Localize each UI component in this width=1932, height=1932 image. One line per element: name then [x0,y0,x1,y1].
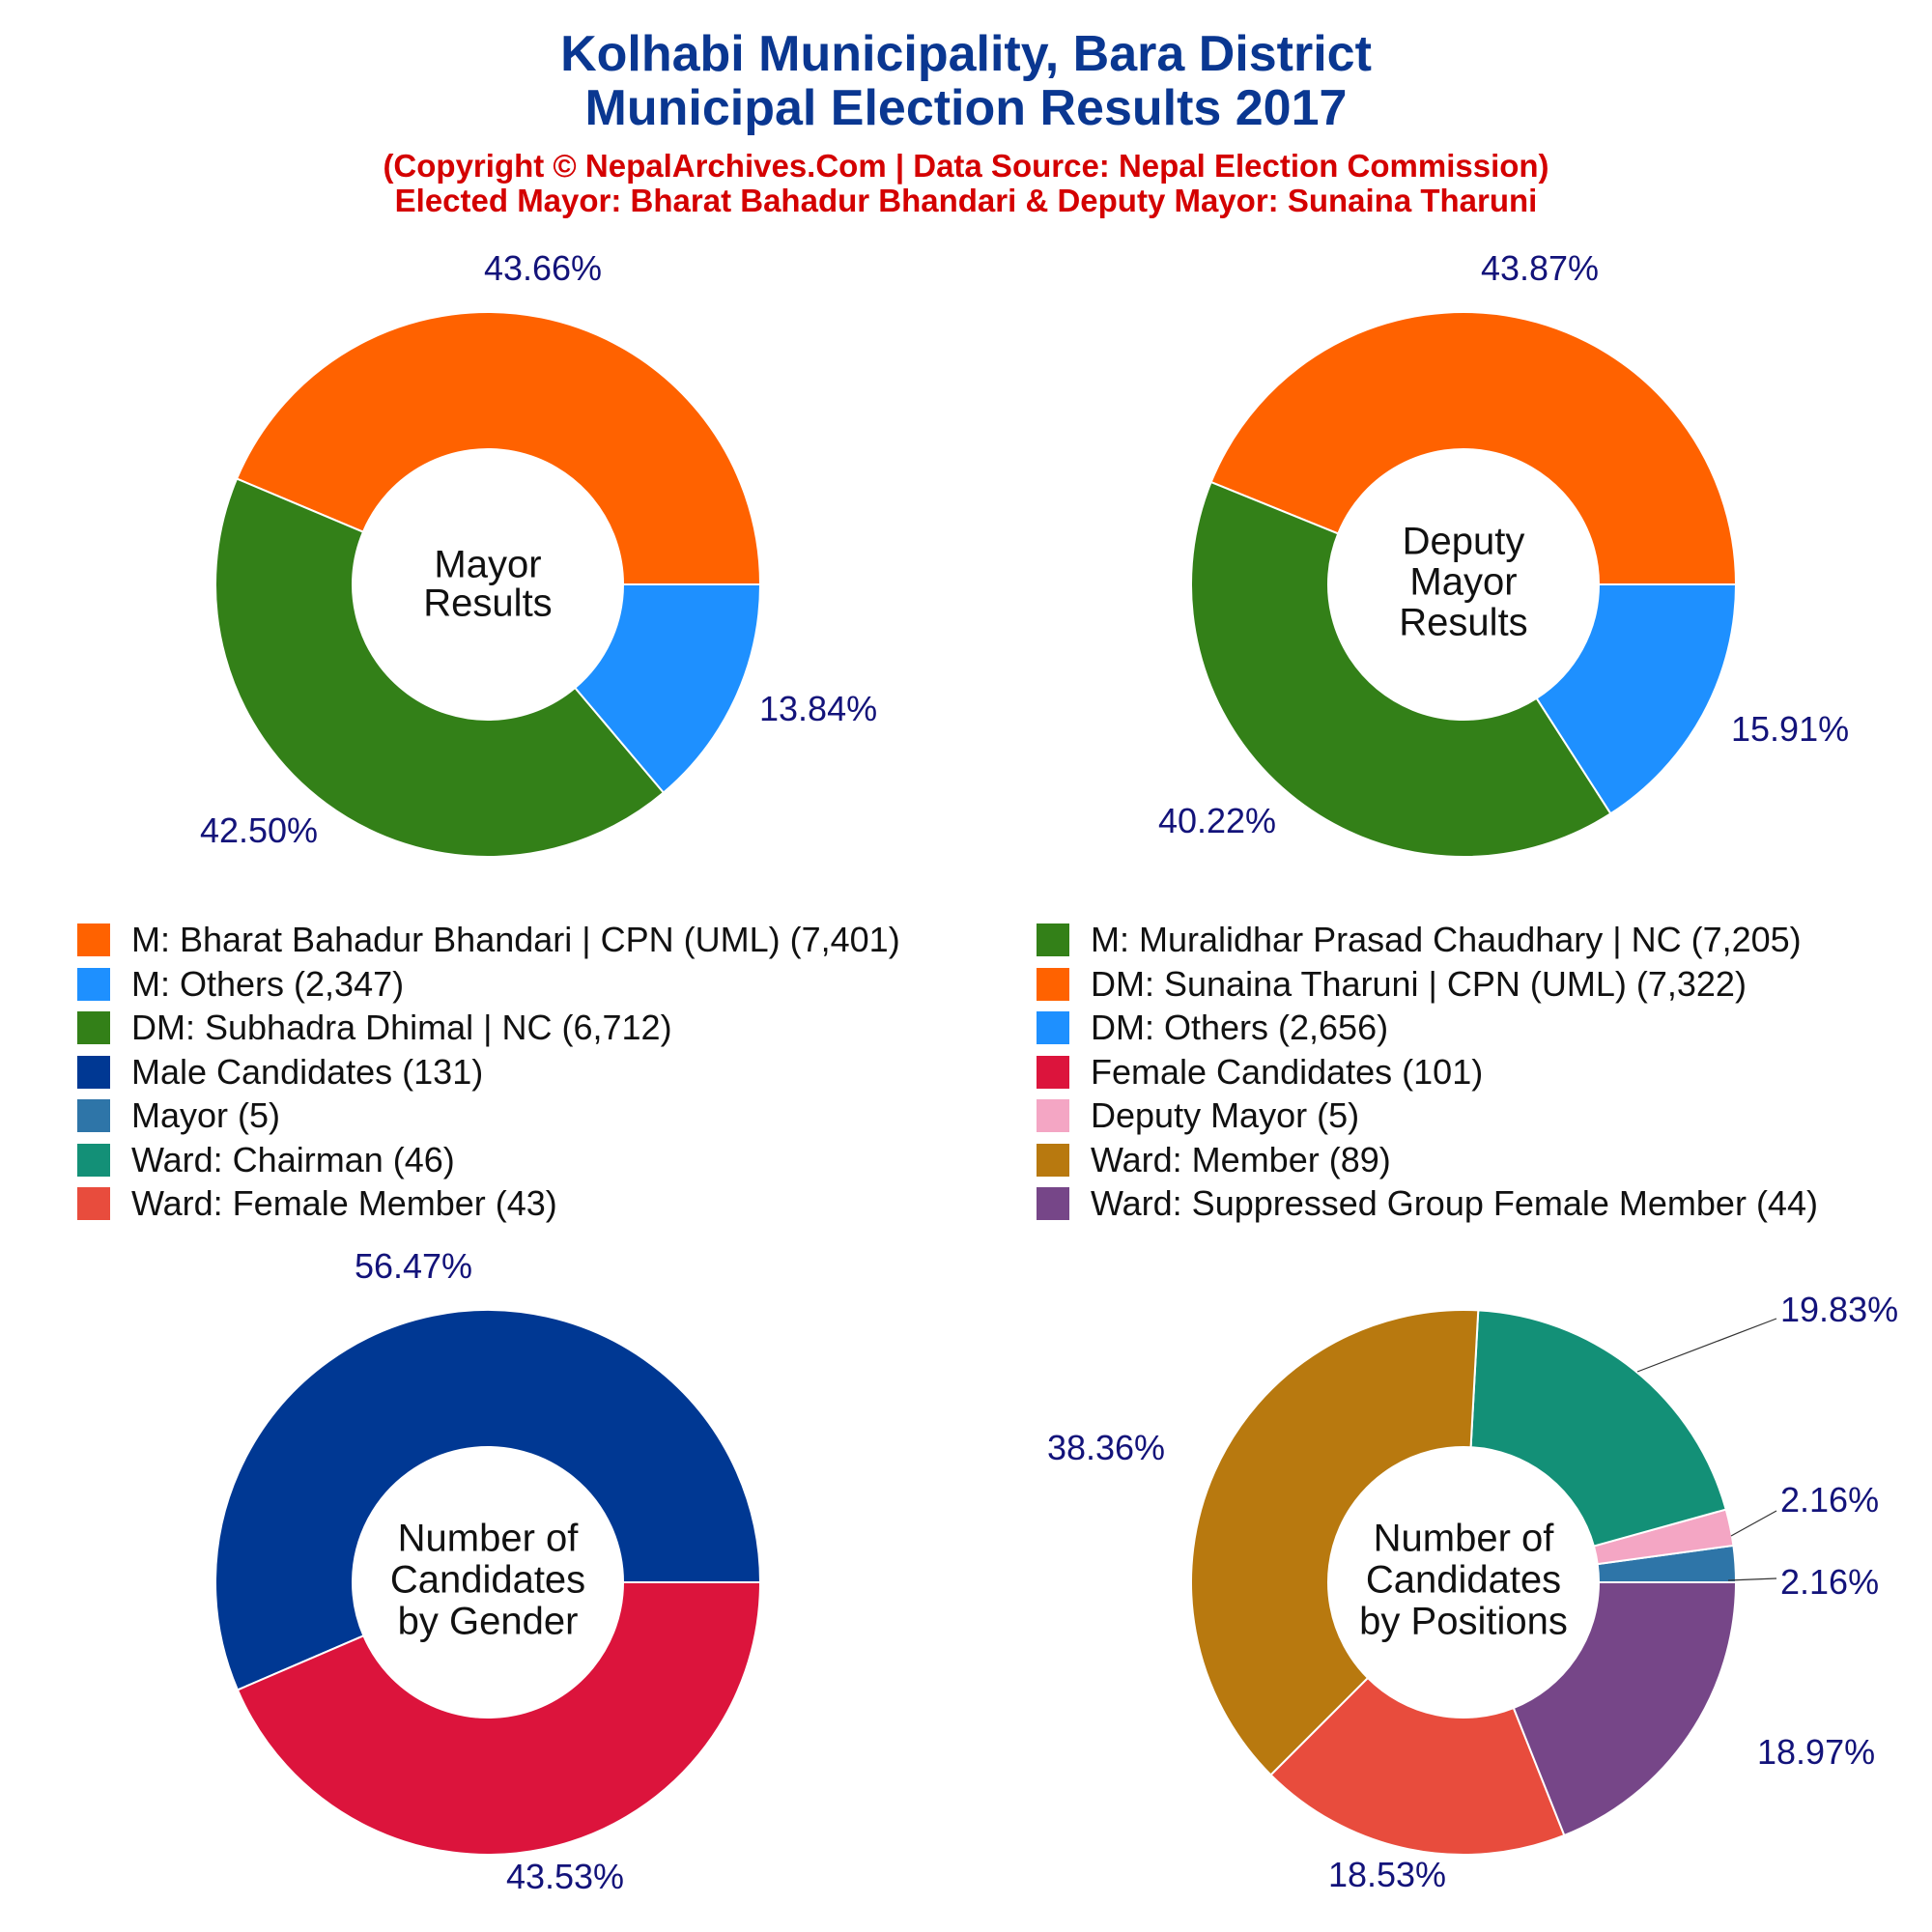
slice-percentage-label: 42.50% [200,810,318,850]
legend-label: DM: Subhadra Dhimal | NC (6,712) [131,1008,672,1047]
legend-item: M: Others (2,347) [77,962,404,1007]
legend-label: M: Others (2,347) [131,963,405,1004]
legend-label: DM: Sunaina Tharuni | CPN (UML) (7,322) [1091,963,1747,1004]
legend-label: Mayor (5) [131,1095,281,1135]
legend-item: Female Candidates (101) [1037,1050,1483,1094]
legend-swatch [77,1099,110,1132]
legend-item: M: Muralidhar Prasad Chaudhary | NC (7,2… [1037,918,1802,962]
donut-center-label: Number of [398,1518,580,1560]
chart-subtitle-line-2: Elected Mayor: Bharat Bahadur Bhandari &… [394,183,1538,218]
legend-swatch [77,923,110,956]
slice-percentage-label: 13.84% [759,689,877,728]
slice-percentage-label: 2.16% [1780,1562,1879,1602]
donut-slice [1535,583,1738,815]
legend-item: Ward: Member (89) [1037,1138,1391,1182]
slice-percentage-label: 56.47% [355,1246,472,1286]
chart-title-line-2: Municipal Election Results 2017 [584,80,1348,136]
donut-slice [214,1309,762,1691]
donut-center-label: Mayor [434,544,541,586]
donut-slice [236,1581,762,1856]
legend-label: M: Bharat Bahadur Bhandari | CPN (UML) (… [131,920,900,959]
legend-swatch [1037,1011,1069,1044]
legend-label: Female Candidates (101) [1091,1051,1484,1092]
chart-subtitle-line-1: (Copyright © NepalArchives.Com | Data So… [383,148,1549,184]
chart-header: Kolhabi Municipality, Bara District Muni… [0,0,1932,218]
legend-swatch [1037,967,1069,1001]
donut-center-label: Candidates [1366,1559,1561,1602]
slice-percentage-label: 43.87% [1481,248,1599,288]
slice-percentage-label: 38.36% [1047,1428,1165,1467]
slice-percentage-label: 43.53% [506,1857,624,1896]
donut-center-label: Number of [1374,1518,1555,1560]
legend-label: Ward: Female Member (43) [131,1183,557,1223]
slice-percentage-label: 18.97% [1757,1732,1875,1772]
leader-line [1636,1318,1777,1373]
slice-percentage-label: 43.66% [484,248,602,288]
donut-slice [1469,1309,1727,1548]
legend-label: Deputy Mayor (5) [1091,1095,1360,1135]
donut-center-label: Results [423,582,552,625]
donut-slice [573,583,762,794]
legend-label: DM: Others (2,656) [1091,1008,1389,1047]
donut-center-label: Candidates [390,1559,585,1602]
donut-slice [1269,1676,1566,1856]
donut-slice [1512,1581,1738,1837]
donut-center-label: Mayor [1409,561,1517,604]
slice-percentage-label: 18.53% [1328,1855,1446,1894]
legend-swatch [77,1187,110,1220]
legend-swatch [1037,1187,1069,1220]
legend-swatch [1037,1143,1069,1177]
donut-center-label: by Gender [398,1601,579,1643]
chart-title-line-1: Kolhabi Municipality, Bara District [560,26,1372,82]
legend-item: Ward: Suppressed Group Female Member (44… [1037,1181,1818,1226]
legend-swatch [77,1143,110,1177]
legend-label: Ward: Suppressed Group Female Member (44… [1091,1183,1818,1223]
donut-slice [214,477,666,858]
legend-item: DM: Sunaina Tharuni | CPN (UML) (7,322) [1037,962,1747,1007]
legend-item: Ward: Female Member (43) [77,1181,557,1226]
legend-item: Ward: Chairman (46) [77,1138,455,1182]
legend-swatch [77,1011,110,1044]
donut-slice [235,311,762,585]
slice-percentage-label: 40.22% [1158,801,1276,840]
leader-line [1727,1577,1777,1581]
slice-percentage-label: 2.16% [1780,1480,1879,1520]
legend-label: Male Candidates (131) [131,1051,484,1092]
leader-line [1730,1510,1777,1537]
donut-center-label: by Positions [1359,1601,1568,1643]
legend-label: Ward: Chairman (46) [131,1139,455,1179]
donut-center-label: Deputy [1403,521,1525,563]
legend-label: Ward: Member (89) [1091,1139,1391,1179]
legend-item: Mayor (5) [77,1094,280,1138]
donut-slice [1209,311,1738,585]
legend-item: DM: Subhadra Dhimal | NC (6,712) [77,1006,672,1050]
slice-percentage-label: 15.91% [1731,709,1849,749]
donut-center-label: Results [1399,602,1527,644]
slice-percentage-label: 19.83% [1780,1290,1898,1329]
legend-swatch [1037,923,1069,956]
legend-item: DM: Others (2,656) [1037,1006,1388,1050]
legend-item: Deputy Mayor (5) [1037,1094,1359,1138]
donut-slice [1190,480,1612,858]
legend-label: M: Muralidhar Prasad Chaudhary | NC (7,2… [1091,920,1802,959]
legend-swatch [77,967,110,1001]
legend-item: Male Candidates (131) [77,1050,483,1094]
legend-swatch [1037,1055,1069,1089]
legend-swatch [1037,1099,1069,1132]
legend-swatch [77,1055,110,1089]
legend-item: M: Bharat Bahadur Bhandari | CPN (UML) (… [77,918,900,962]
donut-slice [1190,1309,1480,1776]
donut-chart-4: 2.16% 2.16% 19.83% 38.36% 18.53% 18.97% Number… [1047,1290,1898,1894]
